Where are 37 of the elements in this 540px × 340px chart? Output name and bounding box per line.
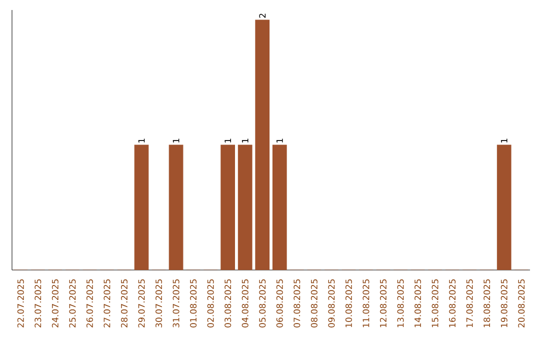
data-label: 1 <box>500 138 508 142</box>
x-tick-label: 07.08.2025 <box>294 279 300 328</box>
x-tick-label: 23.07.2025 <box>34 279 42 328</box>
x-tick-label: 17.08.2025 <box>466 279 473 328</box>
x-tick-label: 04.08.2025 <box>242 279 248 328</box>
x-tick-label: 12.08.2025 <box>380 279 387 328</box>
data-label: 1 <box>224 138 231 142</box>
x-tick-label: 01.08.2025 <box>190 279 197 328</box>
x-tick-label: 14.08.2025 <box>414 279 422 328</box>
data-label: 2 <box>259 14 266 18</box>
data-label: 1 <box>138 138 145 142</box>
x-tick-label: 06.08.2025 <box>276 279 283 328</box>
x-tick-label: 28.07.2025 <box>120 279 128 328</box>
x-tick-label: 24.07.2025 <box>52 279 58 328</box>
x-tick-label: 08.08.2025 <box>310 279 318 328</box>
x-tick-label: 29.07.2025 <box>138 279 145 328</box>
x-tick-label: 02.08.2025 <box>207 279 214 328</box>
x-tick-label: 20.08.2025 <box>518 279 525 328</box>
data-label: 1 <box>242 138 248 142</box>
x-tick-label: 15.08.2025 <box>432 279 438 328</box>
x-tick-label: 16.08.2025 <box>449 279 456 328</box>
x-tick-label: 05.08.2025 <box>259 279 266 328</box>
data-label: 1 <box>276 138 283 142</box>
x-tick-label: 10.08.2025 <box>345 279 352 328</box>
x-tick-label: 26.07.2025 <box>86 279 93 328</box>
x-tick-label: 13.08.2025 <box>397 279 404 328</box>
data-label: 1 <box>172 138 180 142</box>
x-tick-label: 22.07.2025 <box>17 279 24 328</box>
x-tick-label: 11.08.2025 <box>362 279 370 328</box>
x-tick-label: 30.07.2025 <box>156 279 162 328</box>
x-tick-label: 25.07.2025 <box>69 279 76 328</box>
x-tick-label: 27.07.2025 <box>104 279 110 328</box>
x-tick-label: 03.08.2025 <box>224 279 232 328</box>
x-tick-label: 31.07.2025 <box>172 279 180 328</box>
x-tick-label: 09.08.2025 <box>328 279 335 328</box>
x-tick-label: 18.08.2025 <box>484 279 490 328</box>
x-tick-label: 19.08.2025 <box>500 279 508 328</box>
